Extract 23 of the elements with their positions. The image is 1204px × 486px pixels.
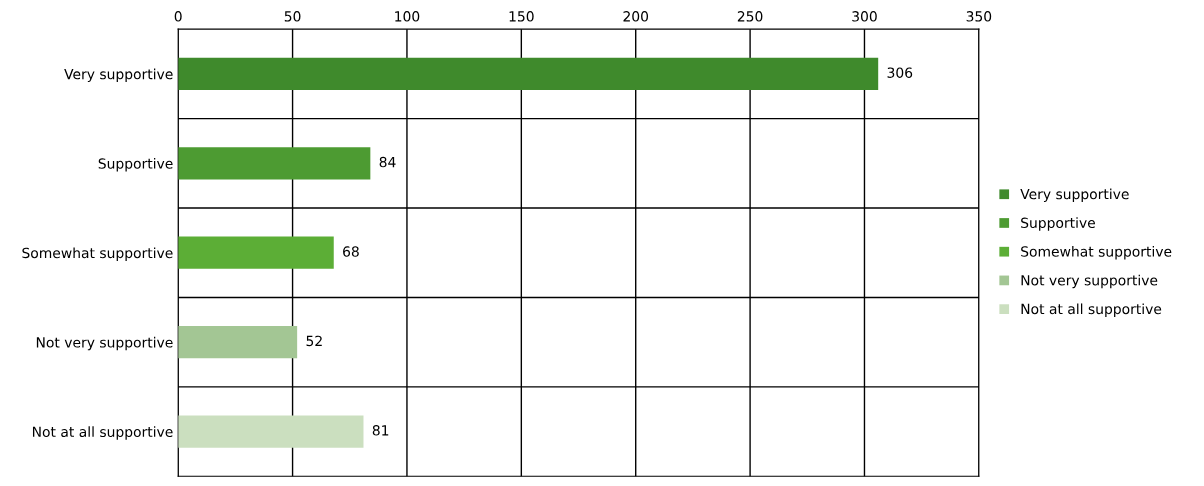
legend-label: Very supportive [1020, 188, 1129, 202]
data-label: 84 [379, 156, 396, 168]
x-tick-label: 300 [852, 11, 877, 22]
x-tick-label: 250 [737, 11, 763, 22]
data-label: 68 [343, 246, 359, 257]
legend-label: Not very supportive [1021, 274, 1158, 289]
x-tick-label: 150 [509, 11, 534, 22]
x-tick-label: 0 [174, 11, 182, 22]
legend-label: Supportive [1021, 217, 1095, 231]
y-tick-label: Not very supportive [36, 336, 173, 351]
data-label: 52 [306, 335, 322, 347]
x-tick-label: 50 [284, 11, 301, 22]
y-tick-label: Not at all supportive [32, 426, 173, 440]
x-tick-label: 100 [395, 11, 420, 22]
x-tick-label: 350 [966, 11, 992, 22]
x-tick-label: 200 [623, 11, 649, 22]
y-tick-label: Very supportive [64, 68, 173, 83]
legend-label: Not at all supportive [1021, 303, 1162, 317]
legend-label: Somewhat supportive [1021, 246, 1172, 260]
data-label: 306 [887, 67, 913, 78]
y-tick-label: Supportive [98, 158, 173, 172]
data-label: 81 [372, 425, 389, 436]
y-tick-label: Somewhat supportive [22, 247, 173, 261]
